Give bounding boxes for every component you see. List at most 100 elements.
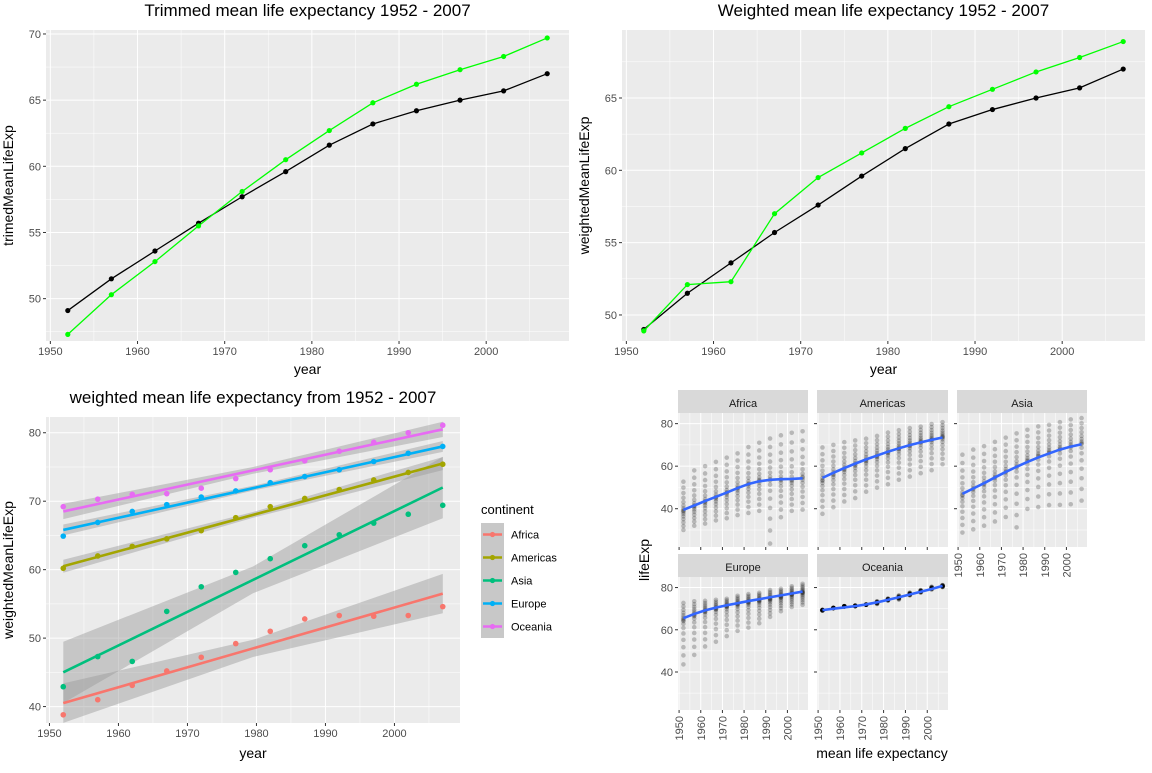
data-point — [1003, 448, 1009, 454]
data-point — [195, 223, 202, 229]
weighted-mean-chart: 1950 1960 1970 1980 1990 2000 50 55 60 65 Weighted… — [576, 1, 1145, 377]
data-point — [863, 461, 869, 466]
data-point — [1046, 428, 1052, 433]
data-point — [1035, 494, 1041, 499]
data-point — [800, 592, 805, 598]
data-point — [918, 445, 924, 450]
data-point — [691, 515, 697, 521]
data-point — [820, 480, 825, 486]
data-point — [852, 443, 858, 448]
data-point — [1057, 480, 1063, 486]
data-point — [370, 520, 377, 526]
data-point — [940, 442, 945, 448]
data-point — [863, 477, 869, 483]
data-point — [885, 444, 891, 450]
data-point — [970, 475, 976, 480]
data-point — [778, 442, 784, 447]
y-tick-label: 65 — [605, 93, 617, 105]
data-point — [724, 510, 730, 516]
data-point — [735, 475, 740, 481]
data-point — [874, 433, 880, 439]
data-point — [1079, 450, 1084, 456]
data-point — [800, 467, 805, 472]
data-point — [336, 486, 343, 493]
data-point — [691, 598, 697, 604]
data-point — [702, 624, 708, 630]
data-point — [60, 683, 67, 690]
data-point — [874, 456, 880, 462]
data-point — [981, 470, 987, 476]
data-point — [756, 620, 762, 626]
data-point — [896, 477, 902, 483]
data-point — [863, 472, 869, 477]
data-point — [1057, 456, 1063, 462]
y-tick-label: 80 — [661, 583, 673, 595]
data-point — [1025, 453, 1030, 458]
smooth-line — [682, 590, 803, 620]
chart-title: Trimmed mean life expectancy 1952 - 2007 — [144, 1, 470, 20]
regression-line — [62, 486, 444, 674]
data-point — [800, 584, 805, 590]
data-point — [724, 515, 730, 521]
data-point — [129, 508, 136, 515]
data-point — [1057, 438, 1063, 444]
data-point — [767, 587, 773, 593]
data-point — [724, 501, 730, 507]
data-point — [756, 593, 762, 599]
data-point — [1014, 482, 1019, 488]
data-point — [1079, 475, 1084, 481]
data-point — [970, 462, 976, 468]
data-point — [1014, 444, 1019, 449]
data-point — [981, 475, 987, 480]
data-point — [336, 612, 343, 619]
data-point — [1057, 463, 1063, 468]
x-tick-label: 1980 — [244, 728, 268, 740]
data-point — [735, 464, 740, 470]
data-point — [896, 441, 902, 446]
data-point — [702, 463, 708, 469]
data-point — [702, 516, 708, 522]
y-tick-label: 80 — [661, 419, 673, 431]
data-point — [724, 484, 730, 490]
data-point — [800, 480, 805, 486]
data-point — [800, 428, 805, 434]
data-point — [1068, 461, 1074, 466]
x-axis-title: year — [294, 361, 322, 377]
data-point — [778, 464, 784, 469]
data-point — [852, 465, 858, 471]
data-point — [1014, 458, 1019, 464]
data-point — [771, 229, 778, 236]
data-point — [800, 438, 805, 443]
data-point — [713, 509, 719, 514]
data-point — [815, 174, 821, 181]
data-point — [831, 459, 836, 464]
data-point — [907, 429, 913, 435]
data-point — [1003, 514, 1009, 520]
data-point — [981, 443, 987, 449]
data-point — [789, 508, 795, 514]
data-point — [746, 470, 751, 476]
data-point — [929, 461, 934, 467]
data-point — [960, 515, 965, 521]
legend-label: Oceania — [511, 622, 553, 634]
data-point — [152, 248, 158, 254]
data-point — [724, 474, 730, 480]
data-point — [841, 486, 847, 492]
data-point — [1068, 479, 1074, 484]
data-point — [94, 519, 101, 526]
data-point — [1046, 441, 1052, 447]
x-tick-label: 1990 — [761, 716, 773, 740]
data-point — [1025, 472, 1030, 478]
x-tick-label: 2000 — [922, 716, 934, 740]
data-point — [756, 608, 762, 614]
data-point — [1025, 427, 1030, 433]
data-point — [1025, 444, 1030, 450]
data-point — [457, 97, 463, 103]
data-point — [724, 462, 730, 468]
data-point — [1003, 435, 1009, 440]
data-point — [267, 503, 274, 510]
data-point — [756, 475, 762, 480]
data-point — [1057, 442, 1063, 447]
data-point — [896, 435, 902, 440]
data-point — [735, 595, 740, 600]
